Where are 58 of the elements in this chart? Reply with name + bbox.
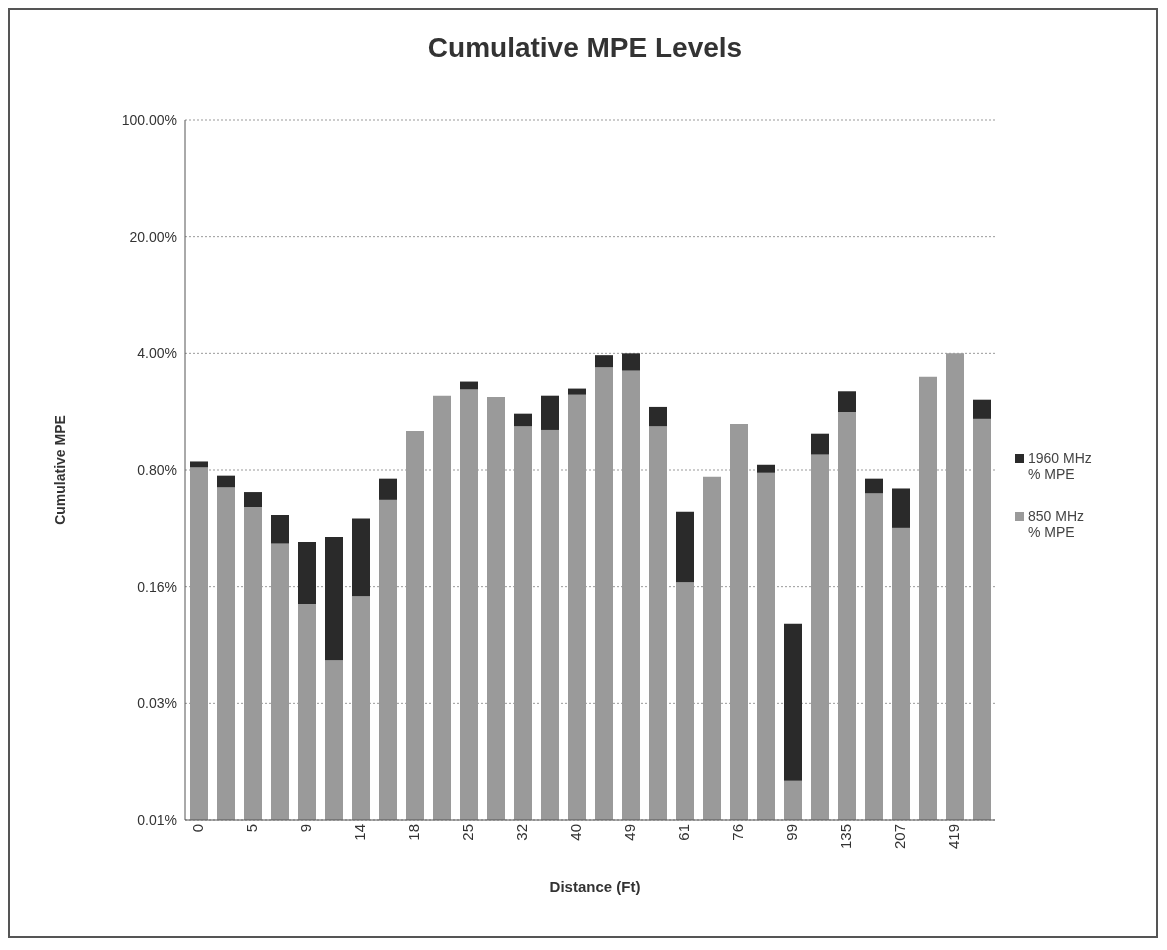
bar xyxy=(838,391,856,413)
bar xyxy=(325,660,343,820)
bar xyxy=(271,515,289,544)
bar xyxy=(352,518,370,597)
bar xyxy=(973,399,991,419)
bar xyxy=(676,511,694,583)
chart-title: Cumulative MPE Levels xyxy=(426,32,744,64)
legend-label: 850 MHz % MPE xyxy=(1028,508,1086,540)
x-tick-label: 135 xyxy=(837,824,855,850)
x-tick-label: 40 xyxy=(567,824,585,841)
bar xyxy=(514,413,532,427)
bar xyxy=(244,492,262,508)
x-tick-label: 0 xyxy=(189,824,207,833)
bar xyxy=(649,406,667,427)
bar xyxy=(784,623,802,781)
bar xyxy=(190,461,208,468)
bar xyxy=(325,536,343,661)
y-tick-label: 4.00% xyxy=(137,345,177,362)
bar xyxy=(541,395,559,430)
x-tick-label: 14 xyxy=(351,824,369,841)
bar xyxy=(973,418,991,820)
x-tick-label: 419 xyxy=(945,824,963,850)
bar xyxy=(217,487,235,820)
x-tick-label: 5 xyxy=(243,824,261,833)
x-axis-title: Distance (Ft) xyxy=(548,878,642,895)
bar xyxy=(892,488,910,528)
x-tick-label: 61 xyxy=(675,824,693,841)
y-axis-title: Cumulative MPE xyxy=(52,415,68,525)
bar xyxy=(217,475,235,488)
y-tick-label: 100.00% xyxy=(121,111,177,128)
bar xyxy=(433,395,451,820)
x-tick-label: 76 xyxy=(729,824,747,841)
x-tick-label: 99 xyxy=(783,824,801,841)
x-tick-label: 49 xyxy=(621,824,639,841)
bar xyxy=(649,426,667,820)
bar xyxy=(865,493,883,820)
bar xyxy=(757,464,775,473)
y-tick-label: 20.00% xyxy=(129,228,177,245)
bar xyxy=(568,388,586,395)
bar xyxy=(541,429,559,820)
y-tick-label: 0.80% xyxy=(137,461,177,478)
bar xyxy=(595,355,613,368)
bar xyxy=(298,542,316,604)
bar xyxy=(811,433,829,455)
bar xyxy=(379,478,397,500)
y-tick-label: 0.01% xyxy=(137,811,177,828)
bar xyxy=(757,472,775,820)
x-tick-label: 25 xyxy=(459,824,477,841)
bar xyxy=(865,478,883,494)
x-tick-label: 32 xyxy=(513,824,531,841)
y-tick-label: 0.03% xyxy=(137,695,177,712)
x-tick-label: 9 xyxy=(297,824,315,833)
bar xyxy=(622,353,640,371)
bar xyxy=(784,780,802,820)
y-tick-label: 0.16% xyxy=(137,578,177,595)
x-tick-label: 207 xyxy=(891,824,909,850)
x-tick-label: 18 xyxy=(405,824,423,841)
legend-label: 1960 MHz % MPE xyxy=(1028,450,1093,482)
